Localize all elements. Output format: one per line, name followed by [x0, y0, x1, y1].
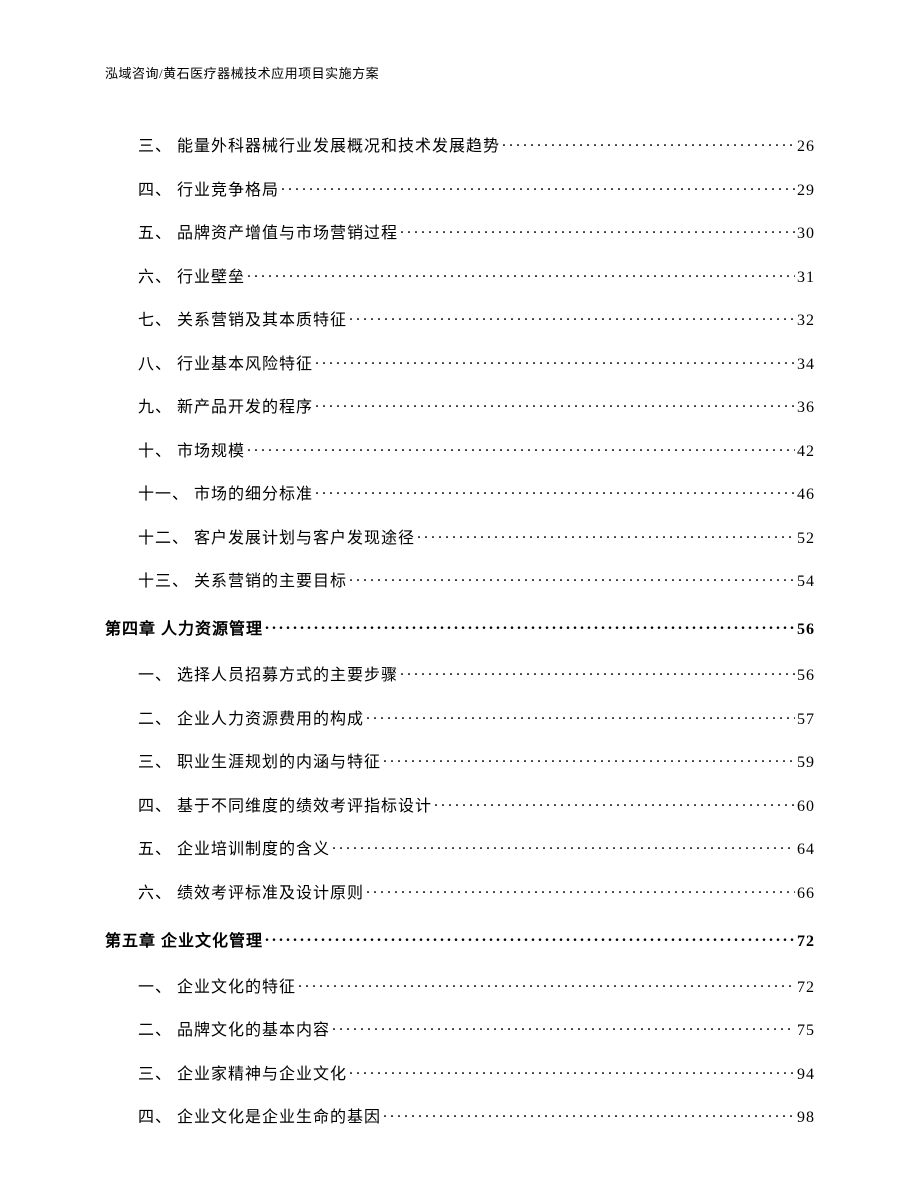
- toc-item: 八、 行业基本风险特征 34: [105, 350, 815, 374]
- toc-item: 十二、 客户发展计划与客户发现途径 52: [105, 524, 815, 548]
- toc-leader-dots: [315, 396, 795, 412]
- toc-entry-label: 十、 市场规模: [138, 437, 245, 461]
- toc-entry-label: 七、 关系营销及其本质特征: [138, 306, 347, 330]
- toc-item: 五、 企业培训制度的含义 64: [105, 835, 815, 859]
- toc-entry-label: 三、 企业家精神与企业文化: [138, 1060, 347, 1084]
- toc-page-number: 42: [797, 443, 815, 461]
- toc-page-number: 72: [797, 979, 815, 997]
- toc-item: 十一、 市场的细分标准 46: [105, 480, 815, 504]
- toc-leader-dots: [502, 135, 795, 151]
- toc-item: 四、 基于不同维度的绩效考评指标设计 60: [105, 792, 815, 816]
- toc-page-number: 56: [797, 621, 815, 639]
- toc-item: 十、 市场规模 42: [105, 437, 815, 461]
- toc-entry-label: 六、 行业壁垒: [138, 263, 245, 287]
- toc-page-number: 32: [797, 312, 815, 330]
- toc-leader-dots: [417, 527, 795, 543]
- toc-item: 十三、 关系营销的主要目标 54: [105, 567, 815, 591]
- toc-page-number: 34: [797, 356, 815, 374]
- toc-leader-dots: [349, 309, 795, 325]
- toc-item: 五、 品牌资产增值与市场营销过程 30: [105, 219, 815, 243]
- toc-entry-label: 六、 绩效考评标准及设计原则: [138, 879, 364, 903]
- toc-entry-label: 一、 选择人员招募方式的主要步骤: [138, 661, 398, 685]
- toc-entry-label: 第五章 企业文化管理: [105, 927, 263, 951]
- toc-leader-dots: [349, 570, 795, 586]
- toc-entry-label: 十三、 关系营销的主要目标: [138, 567, 347, 591]
- toc-page-number: 54: [797, 573, 815, 591]
- toc-entry-label: 十二、 客户发展计划与客户发现途径: [138, 524, 415, 548]
- toc-item: 三、 能量外科器械行业发展概况和技术发展趋势 26: [105, 132, 815, 156]
- toc-entry-label: 八、 行业基本风险特征: [138, 350, 313, 374]
- toc-leader-dots: [383, 1106, 795, 1122]
- toc-entry-label: 九、 新产品开发的程序: [138, 393, 313, 417]
- toc-entry-label: 四、 基于不同维度的绩效考评指标设计: [138, 792, 432, 816]
- toc-page-number: 31: [797, 269, 815, 287]
- toc-item: 三、 企业家精神与企业文化 94: [105, 1060, 815, 1084]
- toc-leader-dots: [349, 1063, 795, 1079]
- toc-page-number: 72: [797, 933, 815, 951]
- toc-leader-dots: [265, 930, 795, 946]
- document-page: 泓域咨询/黄石医疗器械技术应用项目实施方案 三、 能量外科器械行业发展概况和技术…: [0, 0, 920, 1191]
- toc-leader-dots: [332, 1019, 795, 1035]
- toc-leader-dots: [366, 882, 795, 898]
- page-header: 泓域咨询/黄石医疗器械技术应用项目实施方案: [105, 63, 815, 82]
- toc-entry-label: 二、 企业人力资源费用的构成: [138, 705, 364, 729]
- toc-page-number: 29: [797, 182, 815, 200]
- toc-item: 三、 职业生涯规划的内涵与特征 59: [105, 748, 815, 772]
- toc-leader-dots: [366, 708, 795, 724]
- toc-leader-dots: [315, 483, 795, 499]
- toc-item: 二、 企业人力资源费用的构成 57: [105, 705, 815, 729]
- toc-chapter: 第四章 人力资源管理 56: [105, 615, 815, 639]
- toc-page-number: 59: [797, 754, 815, 772]
- toc-entry-label: 二、 品牌文化的基本内容: [138, 1016, 330, 1040]
- toc-item: 四、 行业竞争格局 29: [105, 176, 815, 200]
- toc-item: 九、 新产品开发的程序 36: [105, 393, 815, 417]
- toc-item: 六、 行业壁垒 31: [105, 263, 815, 287]
- toc-leader-dots: [281, 179, 795, 195]
- toc-page-number: 30: [797, 225, 815, 243]
- toc-page-number: 60: [797, 798, 815, 816]
- toc-entry-label: 三、 职业生涯规划的内涵与特征: [138, 748, 381, 772]
- toc-leader-dots: [332, 838, 795, 854]
- toc-leader-dots: [247, 440, 795, 456]
- toc-leader-dots: [400, 222, 795, 238]
- toc-entry-label: 一、 企业文化的特征: [138, 973, 296, 997]
- toc-page-number: 26: [797, 138, 815, 156]
- toc-page-number: 64: [797, 841, 815, 859]
- toc-page-number: 46: [797, 486, 815, 504]
- toc-leader-dots: [383, 751, 795, 767]
- toc-leader-dots: [265, 618, 795, 634]
- toc-item: 一、 选择人员招募方式的主要步骤 56: [105, 661, 815, 685]
- toc-entry-label: 五、 品牌资产增值与市场营销过程: [138, 219, 398, 243]
- toc-page-number: 52: [797, 530, 815, 548]
- toc-entry-label: 第四章 人力资源管理: [105, 615, 263, 639]
- toc-entry-label: 四、 企业文化是企业生命的基因: [138, 1103, 381, 1127]
- toc-page-number: 56: [797, 667, 815, 685]
- toc-item: 一、 企业文化的特征 72: [105, 973, 815, 997]
- toc-leader-dots: [247, 266, 795, 282]
- toc-leader-dots: [298, 976, 795, 992]
- toc-leader-dots: [315, 353, 795, 369]
- toc-entry-label: 三、 能量外科器械行业发展概况和技术发展趋势: [138, 132, 500, 156]
- toc-item: 七、 关系营销及其本质特征 32: [105, 306, 815, 330]
- toc-page-number: 75: [797, 1022, 815, 1040]
- toc-page-number: 94: [797, 1066, 815, 1084]
- table-of-contents: 三、 能量外科器械行业发展概况和技术发展趋势 26 四、 行业竞争格局 29 五、 品牌…: [105, 132, 815, 1127]
- toc-item: 二、 品牌文化的基本内容 75: [105, 1016, 815, 1040]
- toc-chapter: 第五章 企业文化管理 72: [105, 927, 815, 951]
- toc-page-number: 36: [797, 399, 815, 417]
- toc-item: 四、 企业文化是企业生命的基因 98: [105, 1103, 815, 1127]
- toc-entry-label: 十一、 市场的细分标准: [138, 480, 313, 504]
- toc-page-number: 66: [797, 885, 815, 903]
- toc-entry-label: 四、 行业竞争格局: [138, 176, 279, 200]
- toc-leader-dots: [434, 795, 795, 811]
- toc-leader-dots: [400, 664, 795, 680]
- toc-entry-label: 五、 企业培训制度的含义: [138, 835, 330, 859]
- toc-page-number: 98: [797, 1109, 815, 1127]
- toc-item: 六、 绩效考评标准及设计原则 66: [105, 879, 815, 903]
- toc-page-number: 57: [797, 711, 815, 729]
